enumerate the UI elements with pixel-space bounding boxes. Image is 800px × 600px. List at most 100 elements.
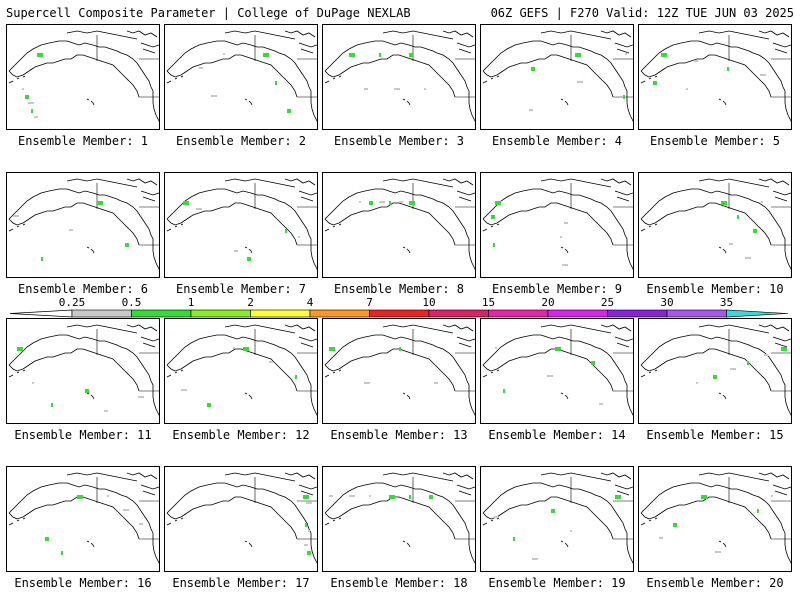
scp-field-blob: [305, 523, 307, 527]
scp-field-blob: [379, 53, 381, 57]
ensemble-member-map: [6, 172, 160, 278]
scp-field-blob: [409, 53, 413, 57]
scp-field-blob: [307, 551, 311, 555]
scp-field-blob: [13, 215, 19, 217]
scp-field-blob: [673, 523, 677, 527]
ensemble-member-map: [480, 466, 634, 572]
colorbar-tick-label: 30: [660, 296, 674, 309]
ensemble-member-label: Ensemble Member: 10: [646, 282, 784, 296]
colorbar-tick-label: 20: [541, 296, 555, 309]
scp-field-blob: [399, 201, 403, 203]
colorbar-legend: 0.25 0.5 1 2 4 7 10 15 20 25 30 35: [10, 296, 790, 324]
ensemble-member-label: Ensemble Member: 19: [488, 576, 626, 590]
colorbar-segment: [547, 309, 608, 318]
scp-field-blob: [183, 201, 189, 205]
scp-field-blob: [551, 509, 555, 513]
scp-field-blob: [247, 257, 251, 261]
scp-field-blob: [529, 109, 533, 111]
ensemble-member-map: [6, 466, 160, 572]
scp-field-blob: [263, 53, 269, 57]
scp-field-blob: [495, 201, 501, 205]
colorbar-tick-label: 0.5: [121, 296, 142, 309]
ensemble-member-label: Ensemble Member: 13: [330, 428, 468, 442]
scp-field-blob: [181, 389, 187, 391]
scp-field-blob: [591, 361, 595, 365]
scp-field-blob: [625, 53, 627, 55]
ensemble-member-label: Ensemble Member: 17: [172, 576, 310, 590]
scp-field-blob: [745, 257, 751, 259]
scp-field-blob: [757, 509, 759, 513]
scp-field-blob: [394, 88, 400, 90]
scp-field-blob: [32, 382, 34, 384]
scp-field-blob: [107, 495, 109, 497]
scp-field-blob: [125, 243, 129, 247]
scp-field-blob: [389, 495, 395, 499]
ensemble-member-map: [322, 466, 476, 572]
scp-field-blob: [531, 67, 535, 71]
colorbar-segment: [428, 309, 489, 318]
ensemble-member-label: Ensemble Member: 16: [14, 576, 152, 590]
scp-field-blob: [69, 229, 73, 231]
scp-field-blob: [269, 361, 273, 363]
colorbar-tick-label: 0.25: [58, 296, 86, 309]
ensemble-member-label: Ensemble Member: 9: [491, 282, 623, 296]
scp-field-blob: [22, 88, 24, 90]
scp-field-blob: [37, 53, 43, 57]
ensemble-member-label: Ensemble Member: 4: [491, 134, 623, 148]
ensemble-member-map: [164, 318, 318, 424]
scp-field-blob: [34, 116, 38, 118]
colorbar-tick-label: 35: [719, 296, 734, 309]
colorbar-segment: [131, 309, 192, 318]
scp-field-blob: [747, 361, 749, 365]
scp-field-blob: [233, 347, 235, 349]
scp-field-blob: [329, 495, 333, 497]
scp-field-blob: [399, 347, 401, 351]
scp-field-blob: [17, 347, 23, 351]
ensemble-member-map: [164, 24, 318, 130]
scp-field-blob: [575, 53, 581, 57]
scp-field-blob: [661, 53, 667, 57]
scp-field-blob: [781, 347, 787, 351]
scp-field-blob: [211, 95, 217, 97]
colorbar-segment: [309, 309, 370, 318]
colorbar-segment: [190, 309, 251, 318]
scp-field-blob: [31, 109, 33, 113]
scp-field-blob: [555, 347, 561, 351]
scp-field-blob: [513, 537, 515, 541]
ensemble-member-label: Ensemble Member: 18: [330, 576, 468, 590]
scp-field-blob: [493, 243, 495, 247]
ensemble-member-map: [164, 172, 318, 278]
ensemble-member-map: [480, 318, 634, 424]
ensemble-member-label: Ensemble Member: 6: [17, 282, 149, 296]
scp-field-blob: [223, 53, 225, 55]
colorbar-segment: [726, 309, 789, 318]
colorbar-tick-label: 4: [306, 296, 314, 309]
scp-field-blob: [727, 67, 729, 71]
scp-field-blob: [369, 495, 371, 497]
scp-field-blob: [138, 396, 144, 398]
scp-field-blob: [25, 95, 29, 99]
ensemble-member-map: [480, 172, 634, 278]
scp-field-blob: [285, 229, 287, 233]
scp-field-blob: [379, 201, 385, 203]
scp-field-blob: [694, 60, 698, 62]
scp-field-blob: [304, 544, 308, 546]
ensemble-member-label: Ensemble Member: 8: [333, 282, 465, 296]
ensemble-member-map: [322, 24, 476, 130]
scp-field-blob: [730, 368, 736, 370]
colorbar-tick-label: 7: [366, 296, 373, 309]
ensemble-member-label: Ensemble Member: 12: [172, 428, 310, 442]
scp-field-blob: [45, 537, 49, 541]
scp-field-blob: [41, 257, 43, 261]
scp-field-blob: [123, 509, 129, 511]
colorbar-left-arrow: [10, 309, 73, 318]
ensemble-member-map: [638, 172, 792, 278]
scp-field-blob: [570, 530, 572, 532]
ensemble-member-label: Ensemble Member: 5: [649, 134, 781, 148]
scp-field-blob: [207, 403, 211, 407]
scp-field-blob: [359, 201, 361, 203]
ensemble-member-label: Ensemble Member: 14: [488, 428, 626, 442]
scp-field-blob: [329, 347, 335, 351]
scp-field-blob: [532, 558, 538, 560]
scp-field-blob: [547, 375, 553, 377]
